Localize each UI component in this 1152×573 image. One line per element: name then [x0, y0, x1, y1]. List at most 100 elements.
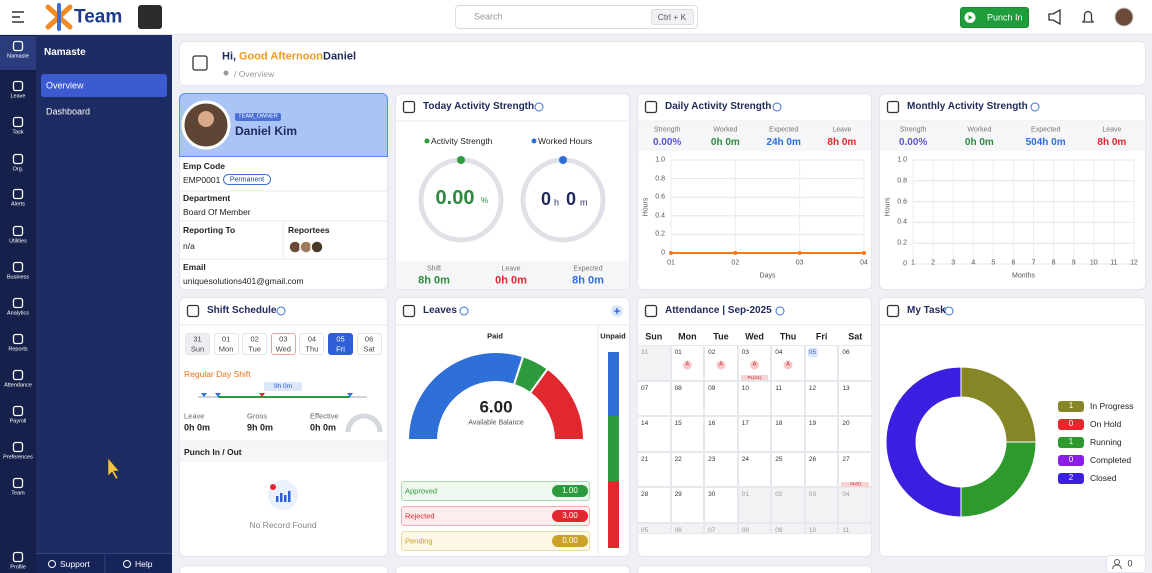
stat-label: Leave — [501, 265, 521, 273]
day-cell[interactable] — [637, 487, 671, 523]
day-cell[interactable] — [771, 487, 805, 523]
shortcut-badge — [651, 9, 694, 25]
date: 05 — [808, 348, 817, 356]
day-cell[interactable] — [704, 380, 738, 416]
day-cell[interactable] — [838, 522, 872, 534]
info-icon — [772, 102, 782, 112]
day-cell[interactable] — [637, 451, 671, 487]
day-cell[interactable] — [737, 416, 772, 452]
rail-item[interactable]: Analytics — [6, 310, 30, 317]
rail-item[interactable]: Team — [11, 490, 25, 497]
info-icon — [1030, 102, 1040, 112]
day-cell[interactable] — [804, 345, 839, 381]
leave-row — [401, 531, 590, 551]
day-cell[interactable] — [670, 416, 705, 452]
icon — [644, 100, 658, 114]
icon — [886, 304, 900, 318]
day-cell[interactable] — [804, 380, 839, 416]
avatar — [198, 111, 214, 127]
punch-in[interactable]: Punch In — [987, 12, 1023, 22]
stat-value: 0h 0m — [310, 422, 337, 433]
day-cell[interactable] — [704, 487, 738, 523]
day-cell[interactable] — [804, 451, 839, 487]
legend: Activity Strength — [431, 135, 493, 146]
rail-item[interactable]: Business — [6, 274, 30, 281]
day-cell[interactable] — [704, 451, 738, 487]
legend-pill — [1058, 436, 1084, 448]
rail-item[interactable]: Task — [12, 129, 24, 136]
day-cell[interactable] — [670, 380, 705, 416]
day-cell[interactable] — [737, 451, 772, 487]
card-title: Attendance | Sep-2025 — [665, 305, 772, 316]
day-chip[interactable] — [270, 333, 296, 355]
day-cell[interactable] — [838, 380, 872, 416]
day-chip[interactable] — [242, 333, 268, 355]
rail-item[interactable]: Utilities — [9, 238, 27, 245]
rail-item[interactable]: Profile — [10, 564, 26, 571]
day-cell[interactable] — [771, 451, 805, 487]
day-cell[interactable] — [771, 416, 805, 452]
date: 14 — [641, 419, 649, 427]
profile-field: EMP0001 — [183, 174, 221, 185]
day-cell[interactable] — [670, 487, 705, 523]
day-cell[interactable] — [771, 522, 805, 534]
day-chip[interactable] — [356, 333, 382, 355]
rail-item[interactable]: Leave — [10, 93, 26, 100]
rail-item[interactable]: Namaste — [6, 53, 30, 60]
help[interactable]: Help — [135, 558, 153, 569]
stat-value: 0h 0m — [184, 422, 211, 433]
day-cell[interactable] — [737, 522, 772, 534]
day-cell[interactable] — [637, 380, 671, 416]
day-cell[interactable] — [737, 487, 772, 523]
y-tick-label: 0.6 — [655, 193, 665, 201]
day-cell[interactable] — [838, 451, 872, 487]
day-cell[interactable] — [804, 416, 839, 452]
unit: % — [481, 196, 489, 205]
day-cell[interactable] — [637, 522, 671, 534]
day-cell[interactable] — [838, 345, 872, 381]
day-cell[interactable] — [670, 451, 705, 487]
day-cell[interactable] — [637, 345, 671, 381]
day-chip[interactable] — [185, 333, 210, 355]
day-cell[interactable] — [704, 416, 738, 452]
menu-item[interactable]: Dashboard — [46, 106, 91, 117]
day-cell[interactable] — [838, 416, 872, 452]
x-tick-label: 1 — [911, 259, 915, 267]
day-cell[interactable] — [804, 522, 839, 534]
day-cell[interactable] — [737, 380, 772, 416]
day-cell[interactable] — [804, 487, 839, 523]
rail-item[interactable]: Payroll — [9, 418, 27, 425]
date: 30 — [708, 490, 716, 498]
day-chip[interactable] — [213, 333, 239, 355]
day-cell[interactable] — [637, 416, 671, 452]
value-pill — [552, 535, 588, 547]
rail-item[interactable]: Attendance — [4, 382, 32, 389]
leave-label: Pending — [405, 536, 433, 546]
date: 10 — [741, 384, 749, 392]
menu-item[interactable]: Overview — [46, 80, 84, 91]
day-date: 31 — [193, 334, 202, 344]
day-chip[interactable] — [328, 333, 353, 355]
rail-item[interactable]: Org. — [12, 166, 24, 173]
date: 03 — [741, 348, 749, 356]
day-cell[interactable] — [838, 487, 872, 523]
day-cell[interactable] — [771, 380, 805, 416]
day-cell[interactable] — [670, 522, 705, 534]
leave-value: 1.00 — [562, 486, 578, 495]
legend-dot — [531, 138, 537, 144]
stat-value: 8h 0m — [418, 274, 450, 287]
icon — [192, 55, 208, 71]
day-cell[interactable] — [704, 522, 738, 534]
rail-item[interactable]: Alerts — [10, 201, 26, 208]
stat-label: Expected — [1031, 126, 1061, 134]
rail-item[interactable]: Preferences — [3, 454, 33, 461]
rail-item[interactable]: Reports — [8, 346, 28, 353]
support[interactable]: Support — [60, 558, 90, 569]
duration: 9h 0m — [273, 382, 293, 390]
legend-name: Closed — [1090, 472, 1117, 483]
icon — [12, 551, 24, 563]
date: 12 — [808, 384, 817, 392]
punch-in-button[interactable] — [960, 7, 1029, 28]
day-chip[interactable] — [299, 333, 325, 355]
icon — [402, 100, 416, 114]
